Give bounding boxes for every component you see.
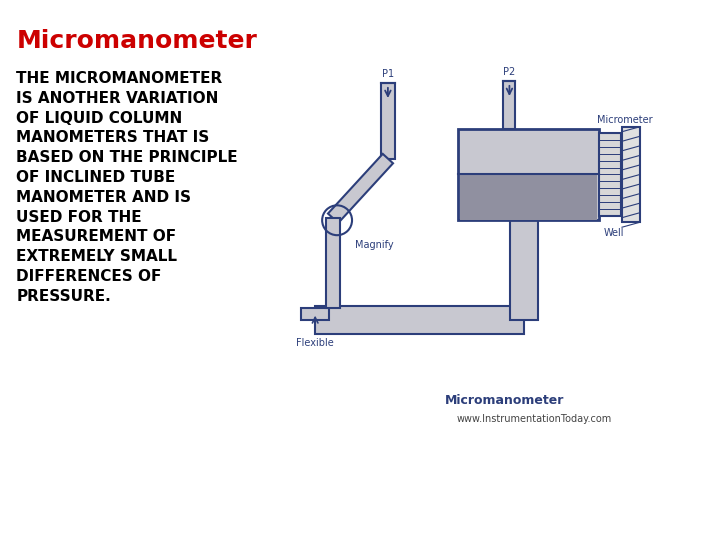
Bar	[599, 133, 621, 217]
Text: Micrometer: Micrometer	[597, 115, 653, 125]
Polygon shape	[328, 154, 393, 223]
Polygon shape	[301, 308, 329, 320]
Text: P2: P2	[503, 67, 516, 77]
Bar	[458, 129, 599, 220]
Polygon shape	[326, 218, 340, 308]
Text: Flexible: Flexible	[297, 338, 334, 348]
Bar	[622, 127, 640, 222]
Polygon shape	[510, 220, 539, 320]
Polygon shape	[503, 81, 516, 129]
Text: www.InstrumentationToday.com: www.InstrumentationToday.com	[456, 414, 612, 424]
Polygon shape	[315, 306, 524, 334]
Text: P1: P1	[382, 69, 394, 79]
Bar	[459, 174, 597, 220]
Text: Micromanometer: Micromanometer	[17, 29, 257, 53]
Text: Magnify: Magnify	[355, 240, 394, 250]
Text: THE MICROMANOMETER
IS ANOTHER VARIATION
OF LIQUID COLUMN
MANOMETERS THAT IS
BASE: THE MICROMANOMETER IS ANOTHER VARIATION …	[17, 71, 238, 304]
Text: Well: Well	[604, 228, 624, 238]
Polygon shape	[381, 83, 395, 159]
Text: Micromanometer: Micromanometer	[445, 394, 564, 407]
